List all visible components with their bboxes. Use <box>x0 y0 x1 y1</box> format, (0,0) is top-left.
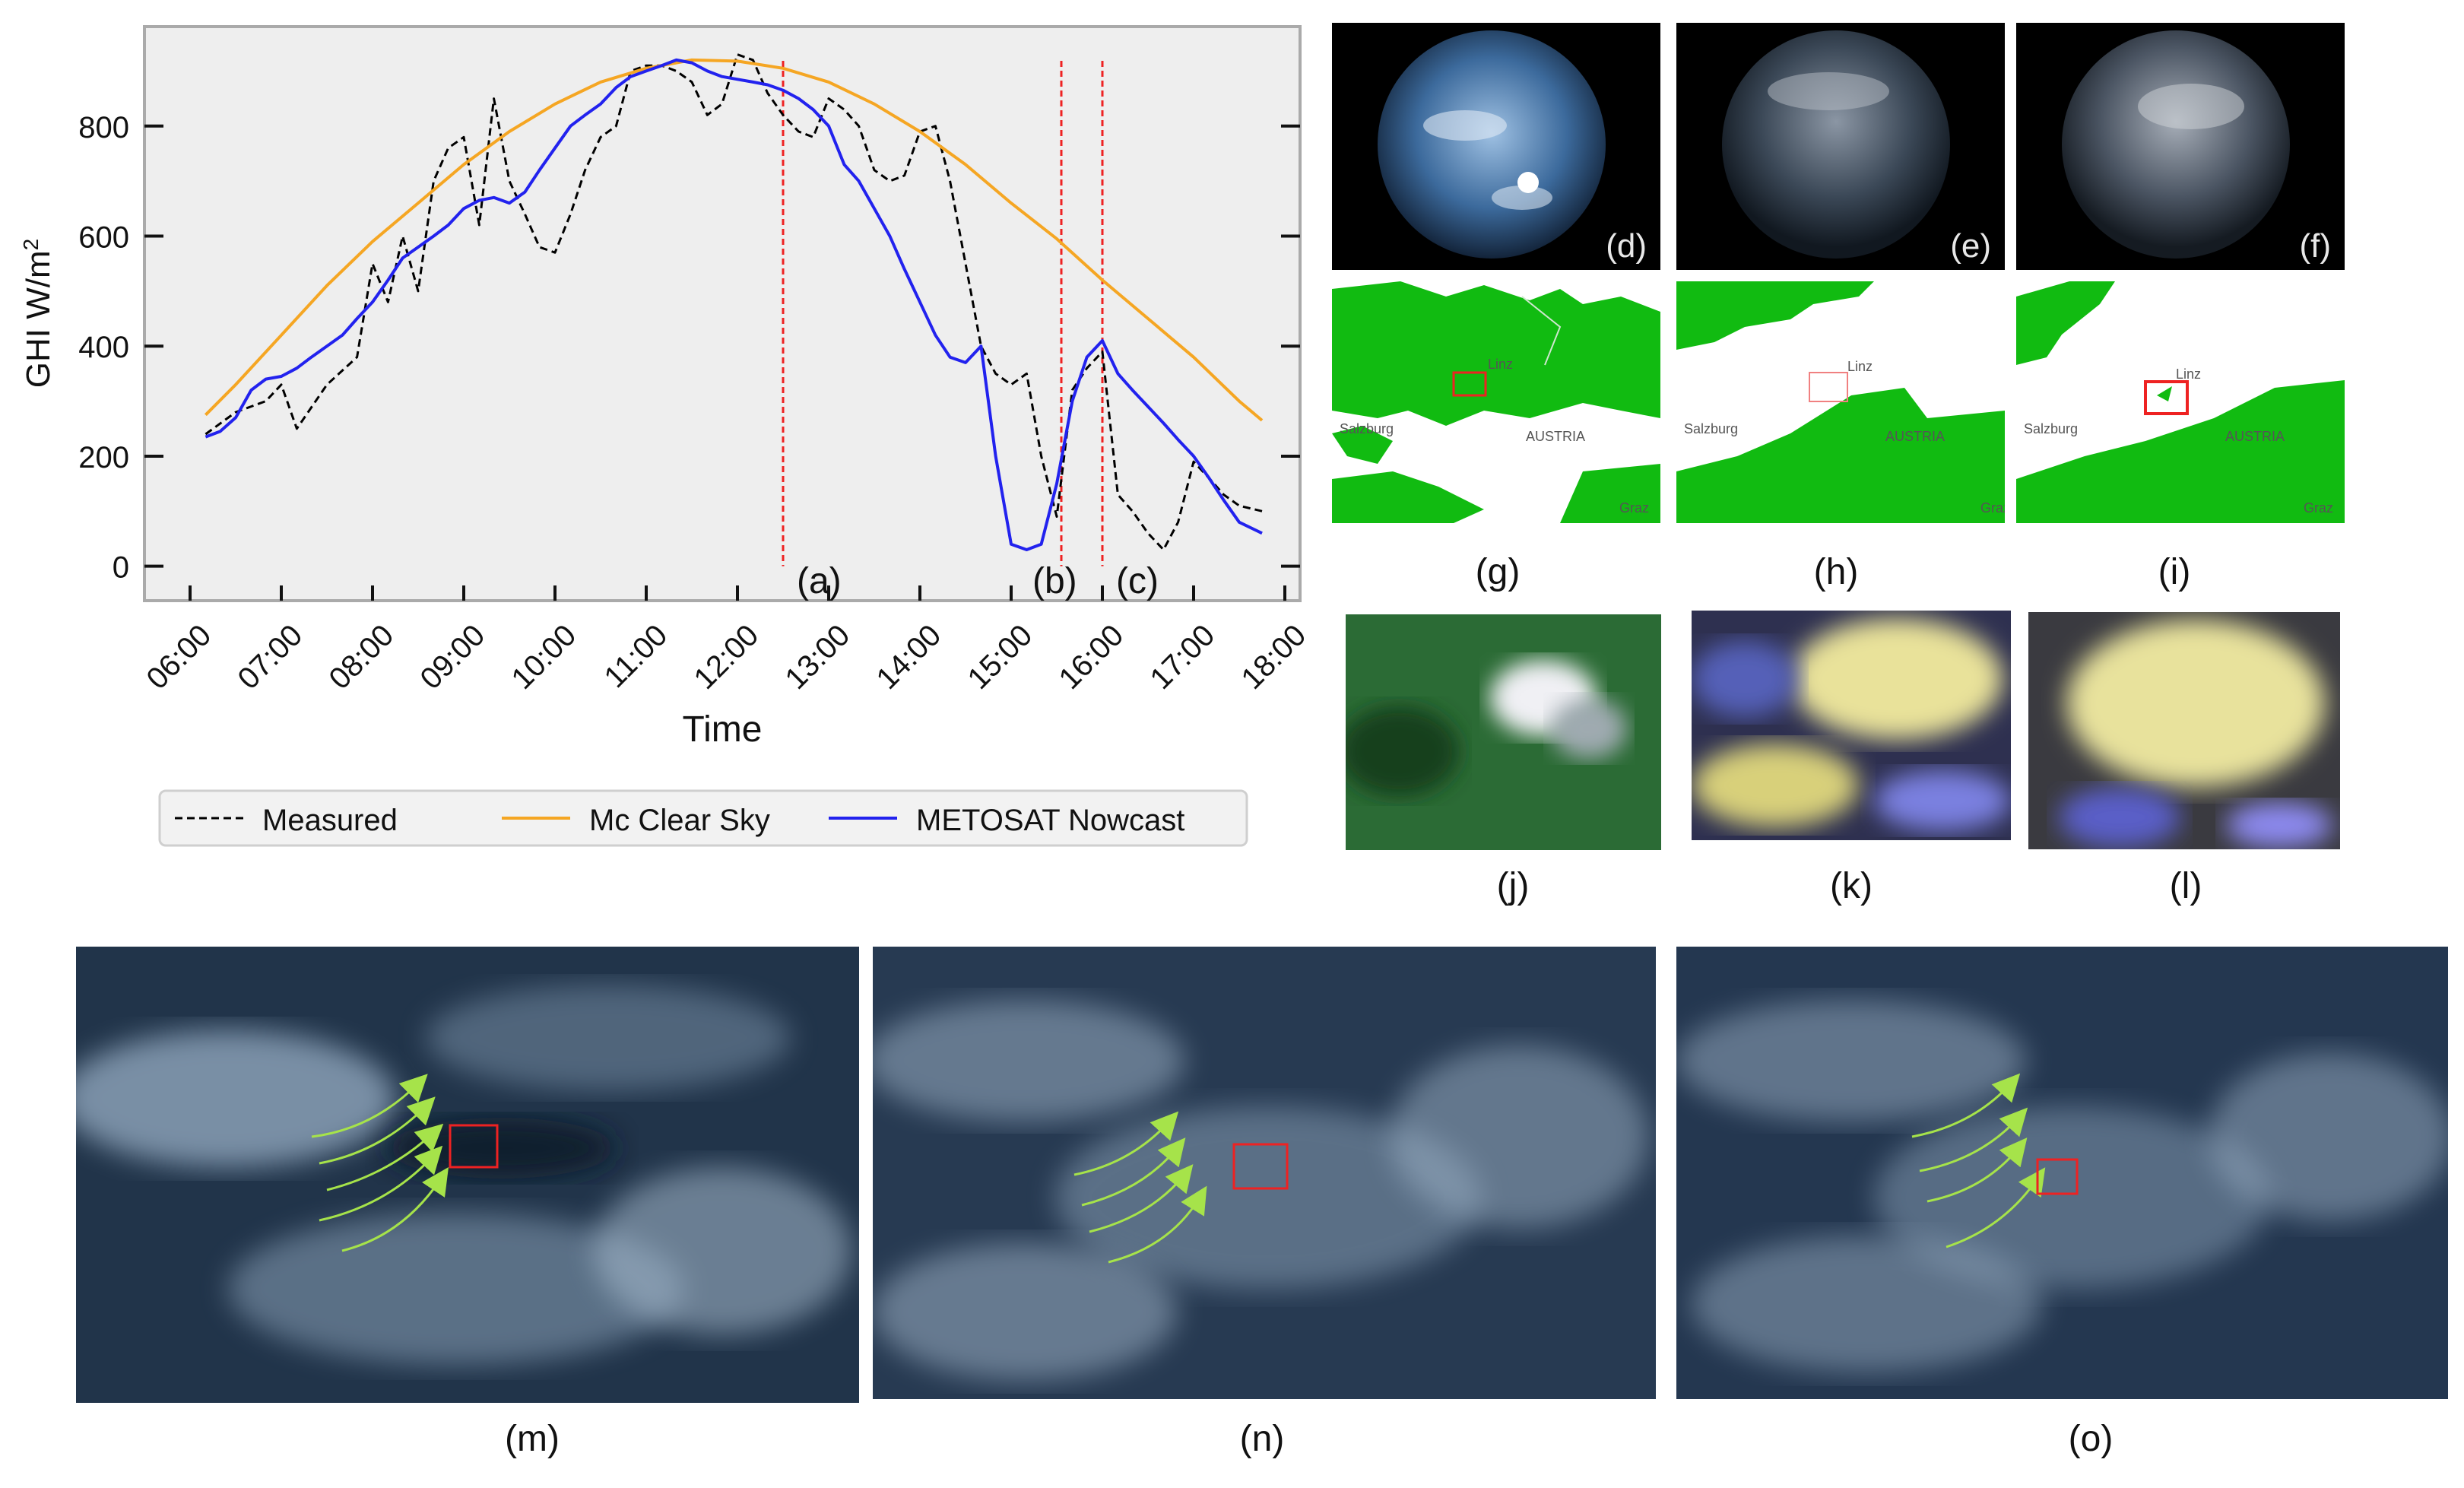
caption-g: (g) <box>1475 552 1521 592</box>
map-label-salzburg: Salzburg <box>1340 421 1394 436</box>
map-label-salzburg: Salzburg <box>2024 421 2078 436</box>
series-line-metosat-nowcast <box>205 58 1263 551</box>
x-tick-label: 12:00 <box>687 618 765 696</box>
tag-e: (e) <box>1950 227 1991 265</box>
cloud-map-i: Linz Salzburg AUSTRIA Graz <box>2016 281 2345 523</box>
caption-i: (i) <box>2158 552 2191 592</box>
caption-o: (o) <box>2068 1419 2114 1459</box>
map-label-linz: Linz <box>2176 366 2201 382</box>
location-box-g <box>1452 371 1487 397</box>
caption-m: (m) <box>505 1419 560 1459</box>
sky-image-e: (e) <box>1676 23 2005 270</box>
x-tick-label: 16:00 <box>1052 618 1130 696</box>
y-axis-label: GHI W/m2 <box>19 239 58 388</box>
x-tick-label: 11:00 <box>598 618 674 694</box>
location-box-i <box>2144 380 2189 415</box>
map-label-austria: AUSTRIA <box>1526 429 1585 444</box>
caption-l: (l) <box>2169 866 2202 906</box>
plot-area <box>143 25 1302 602</box>
map-label-linz: Linz <box>1488 357 1513 372</box>
x-tick-label: 14:00 <box>870 618 947 696</box>
caption-n: (n) <box>1239 1419 1285 1459</box>
legend-label-measured: Measured <box>262 804 398 837</box>
map-label-austria: AUSTRIA <box>1885 429 1945 444</box>
satellite-image-n <box>865 947 1656 1399</box>
series-line-measured <box>205 53 1263 551</box>
caption-h: (h) <box>1813 552 1859 592</box>
y-tick-label: 800 <box>78 111 129 144</box>
x-tick-label: 08:00 <box>322 618 400 696</box>
x-tick-label: 13:00 <box>779 618 856 696</box>
marker-label-0: (a) <box>797 561 842 601</box>
x-tick-label: 18:00 <box>1235 618 1308 696</box>
satellite-image-o <box>1676 947 2452 1399</box>
zoom-image-k <box>1692 611 2011 840</box>
x-tick-label: 09:00 <box>414 618 491 696</box>
x-axis-label: Time <box>683 709 763 750</box>
map-label-linz: Linz <box>1847 359 1873 374</box>
y-tick-label: 0 <box>113 551 129 585</box>
marker-label-2: (c) <box>1116 561 1159 601</box>
y-tick-label: 400 <box>78 331 129 364</box>
x-tick-label: 10:00 <box>505 618 582 696</box>
x-tick-label: 06:00 <box>140 618 217 696</box>
map-label-graz: Graz <box>1980 500 2005 516</box>
y-tick-label: 200 <box>78 441 129 474</box>
map-label-graz: Graz <box>2304 500 2333 516</box>
legend-label-clear-sky: Mc Clear Sky <box>589 804 770 837</box>
tag-d: (d) <box>1606 227 1647 265</box>
marker-label-1: (b) <box>1032 561 1077 601</box>
map-label-salzburg: Salzburg <box>1684 421 1738 436</box>
sky-image-d: (d) <box>1332 23 1660 270</box>
cloud-map-g: Linz Salzburg AUSTRIA Graz <box>1332 281 1660 523</box>
sky-image-f: (f) <box>2016 23 2345 270</box>
location-box-h <box>1809 372 1848 402</box>
zoom-image-l <box>2028 612 2340 849</box>
legend: Measured Mc Clear Sky METOSAT Nowcast <box>158 789 1248 847</box>
map-label-graz: Graz <box>1619 500 1649 516</box>
caption-j: (j) <box>1496 866 1530 906</box>
location-box-n <box>1232 1143 1289 1190</box>
location-box-m <box>449 1124 499 1169</box>
cloud-map-h: Linz Salzburg AUSTRIA Graz <box>1676 281 2010 523</box>
tag-f: (f) <box>2299 227 2331 265</box>
series-line-mc-clear-sky <box>204 58 1264 422</box>
satellite-image-m <box>61 947 859 1403</box>
x-tick-label: 07:00 <box>231 618 309 696</box>
legend-label-nowcast: METOSAT Nowcast <box>916 804 1184 837</box>
x-tick-label: 17:00 <box>1143 618 1221 696</box>
y-tick-label: 600 <box>78 221 129 255</box>
location-box-o <box>2036 1158 2079 1195</box>
zoom-image-j <box>1338 614 1661 850</box>
x-tick-label: 15:00 <box>961 618 1039 696</box>
caption-k: (k) <box>1830 866 1873 906</box>
map-label-austria: AUSTRIA <box>2225 429 2285 444</box>
